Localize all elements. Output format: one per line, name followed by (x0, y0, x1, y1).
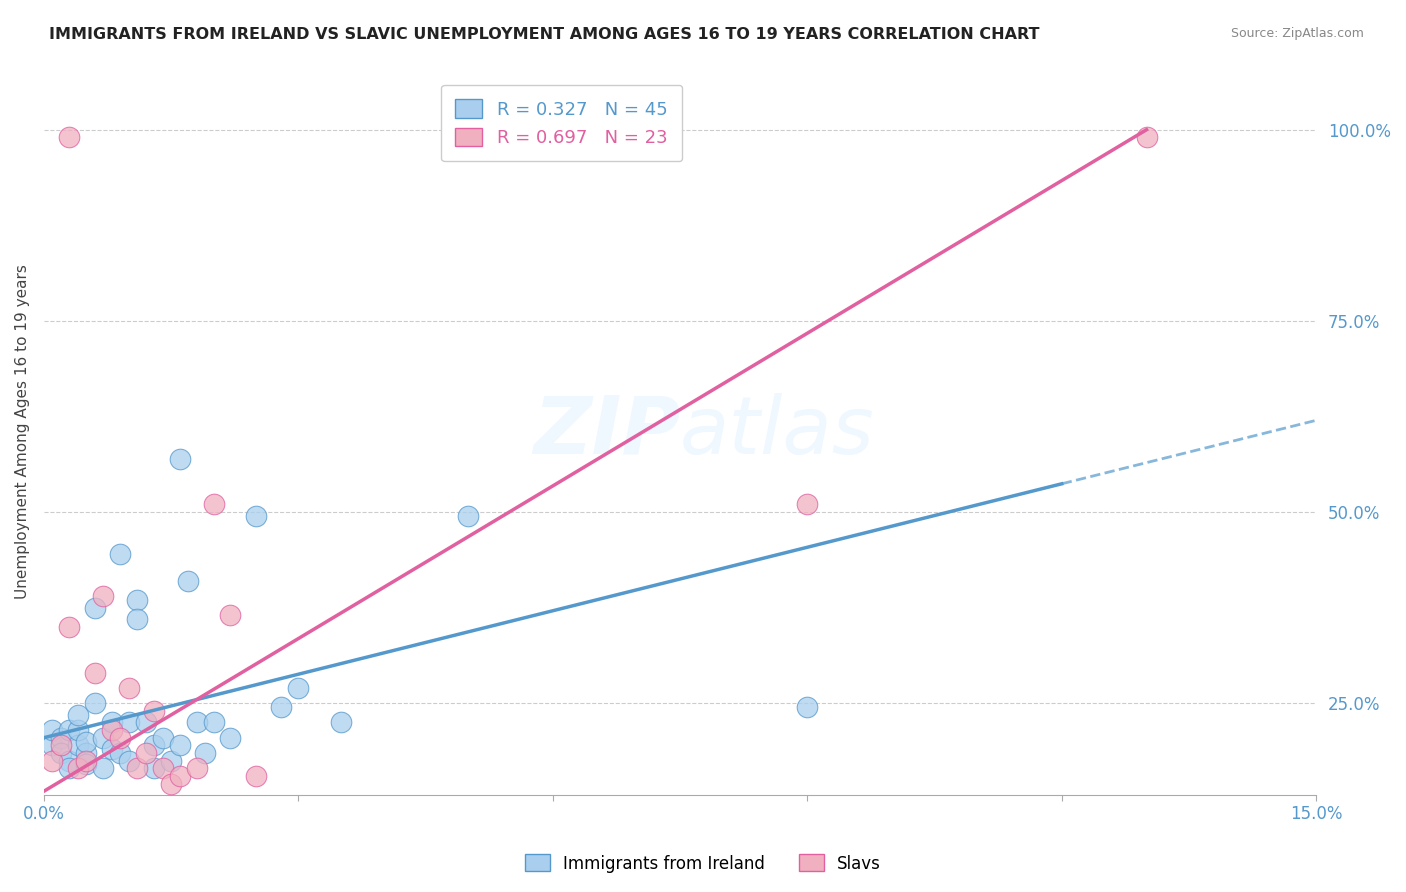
Point (75, 757, 97, 772)
Point (219, 731, 242, 745)
Point (270, 700, 292, 714)
Text: IMMIGRANTS FROM IRELAND VS SLAVIC UNEMPLOYMENT AMONG AGES 16 TO 19 YEARS CORRELA: IMMIGRANTS FROM IRELAND VS SLAVIC UNEMPL… (49, 27, 1039, 42)
Point (66, 739, 89, 753)
Point (329, 715, 352, 730)
Point (75, 734, 97, 748)
Point (58, 761, 80, 775)
Point (100, 723, 122, 737)
Point (186, 761, 208, 775)
Point (127, 593, 149, 607)
Point (202, 715, 225, 730)
Point (1135, 130, 1157, 145)
Point (127, 612, 149, 626)
Point (186, 715, 208, 730)
Point (75, 746, 97, 760)
Point (41, 723, 63, 737)
Point (83, 600, 105, 615)
Point (796, 498, 818, 512)
Point (143, 704, 166, 718)
Point (177, 574, 200, 588)
Point (169, 739, 191, 753)
Point (202, 498, 225, 512)
Legend: R = 0.327   N = 45, R = 0.697   N = 23: R = 0.327 N = 45, R = 0.697 N = 23 (441, 85, 682, 161)
Point (91, 761, 114, 775)
Point (91, 589, 114, 603)
Point (169, 451, 191, 466)
Point (135, 746, 157, 760)
Text: ZIP: ZIP (533, 392, 681, 471)
Point (100, 742, 122, 756)
Point (127, 761, 149, 775)
Point (110, 547, 132, 561)
Point (58, 754, 80, 768)
Point (83, 665, 105, 680)
Point (49, 731, 72, 745)
Point (143, 739, 166, 753)
Legend: Immigrants from Ireland, Slavs: Immigrants from Ireland, Slavs (519, 847, 887, 880)
Point (160, 776, 183, 790)
Point (41, 739, 63, 753)
Point (66, 723, 89, 737)
Point (83, 696, 105, 710)
Point (91, 731, 114, 745)
Point (152, 731, 174, 745)
Point (245, 769, 267, 783)
Point (135, 715, 157, 730)
Point (118, 754, 141, 768)
Point (110, 746, 132, 760)
Point (75, 754, 97, 768)
Point (143, 761, 166, 775)
Point (245, 508, 267, 523)
Point (118, 715, 141, 730)
Point (194, 746, 217, 760)
Text: atlas: atlas (681, 392, 875, 471)
Point (41, 754, 63, 768)
Point (100, 715, 122, 730)
Y-axis label: Unemployment Among Ages 16 to 19 years: Unemployment Among Ages 16 to 19 years (15, 264, 30, 599)
Point (49, 739, 72, 753)
Point (58, 130, 80, 145)
Point (152, 761, 174, 775)
Point (49, 746, 72, 760)
Point (457, 508, 479, 523)
Point (169, 769, 191, 783)
Point (118, 681, 141, 695)
Point (219, 608, 242, 623)
Point (110, 731, 132, 745)
Point (160, 754, 183, 768)
Point (541, 799, 564, 814)
Point (66, 761, 89, 775)
Point (58, 620, 80, 634)
Point (796, 700, 818, 714)
Point (1050, 799, 1073, 814)
Point (66, 707, 89, 722)
Text: Source: ZipAtlas.com: Source: ZipAtlas.com (1230, 27, 1364, 40)
Point (287, 681, 309, 695)
Point (58, 723, 80, 737)
